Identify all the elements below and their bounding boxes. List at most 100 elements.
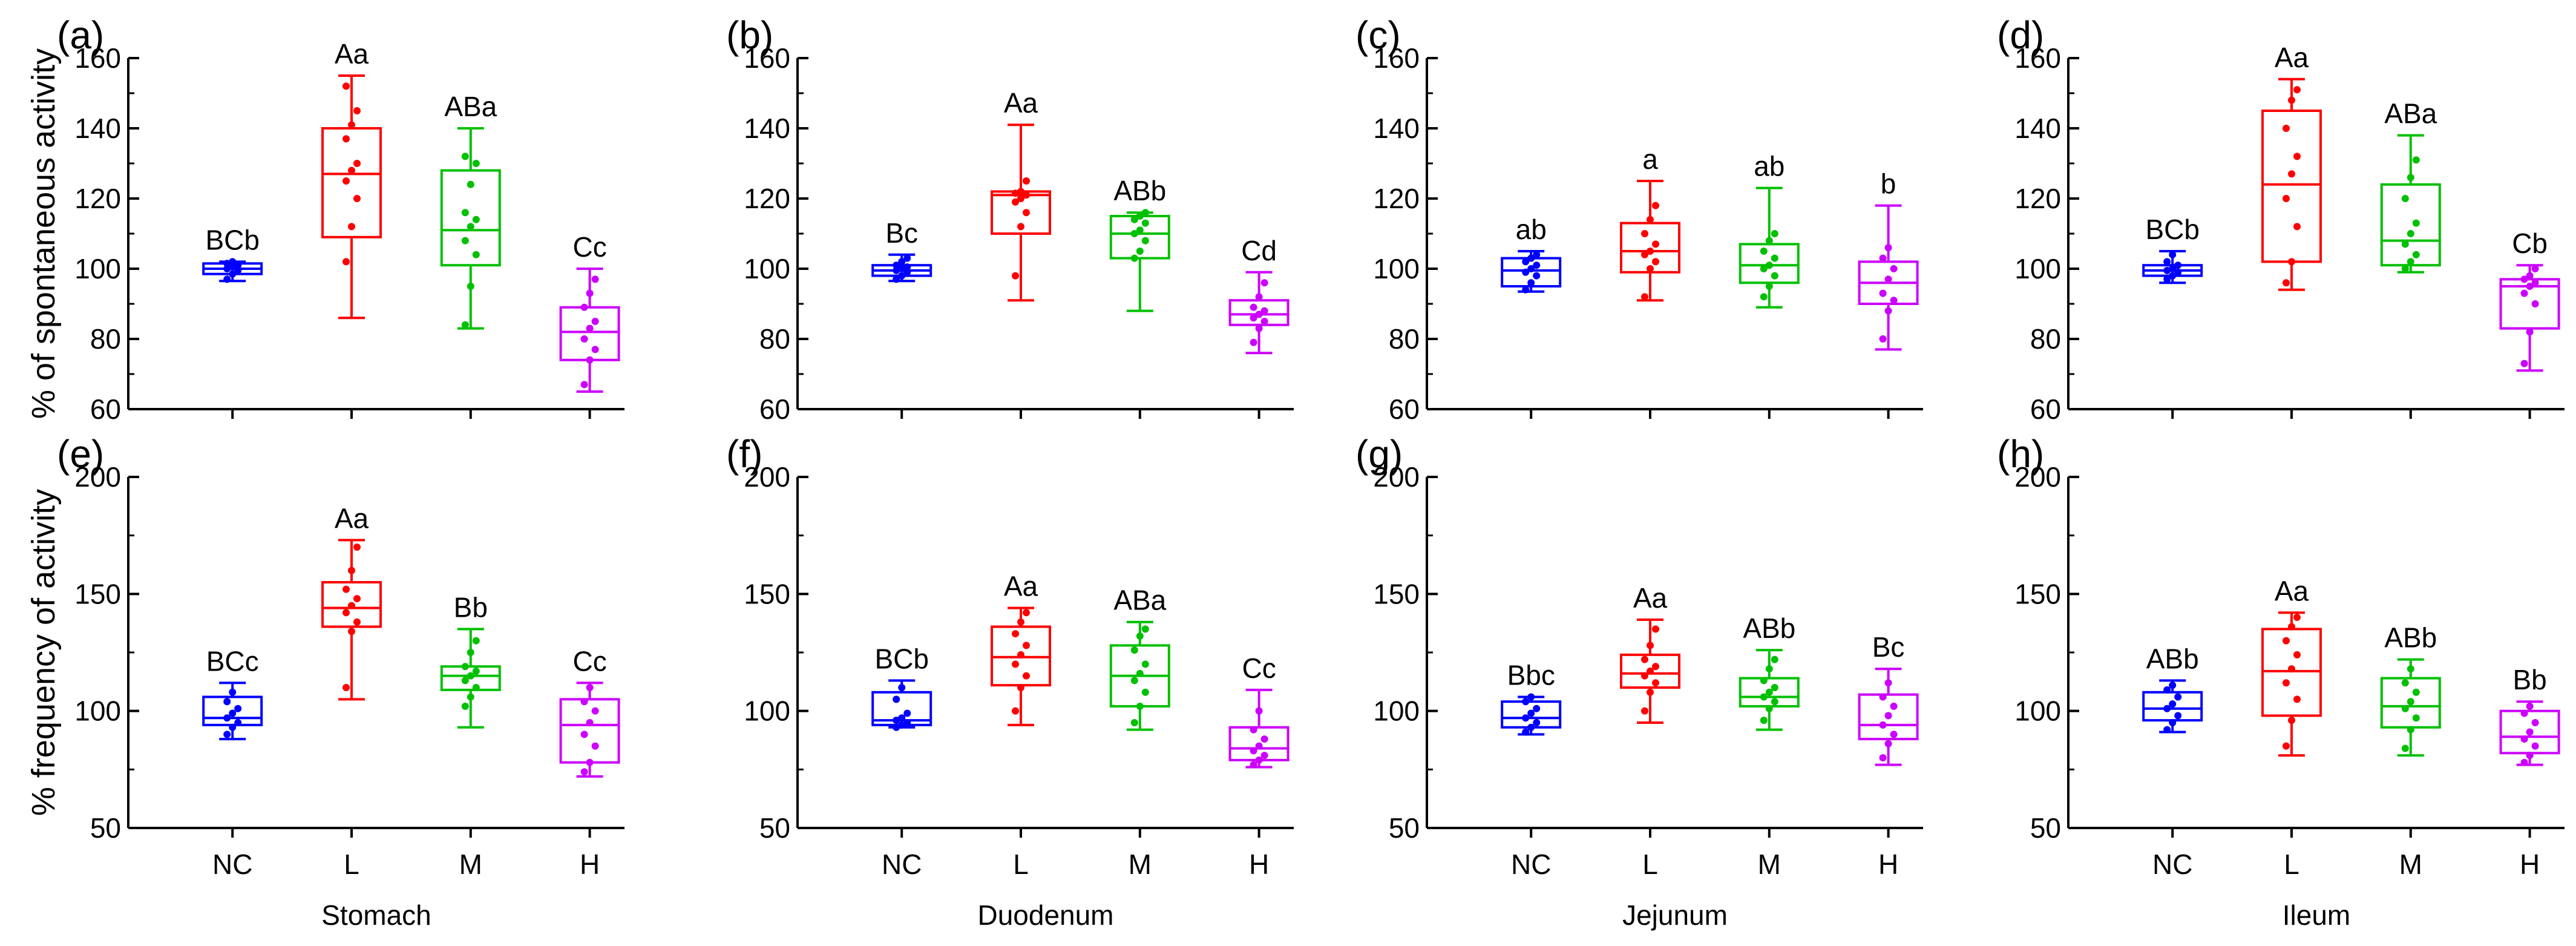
data-point bbox=[1652, 625, 1659, 633]
data-point bbox=[1023, 209, 1030, 217]
data-point bbox=[472, 667, 480, 675]
data-point bbox=[1260, 735, 1268, 743]
data-point bbox=[1130, 677, 1138, 685]
data-point bbox=[467, 693, 474, 701]
y-tick-label: 50 bbox=[1389, 812, 1420, 844]
data-point bbox=[1879, 693, 1887, 701]
data-point bbox=[2526, 272, 2534, 280]
box-iqr bbox=[440, 169, 501, 267]
data-point bbox=[580, 303, 588, 311]
data-point bbox=[2407, 698, 2414, 706]
data-point bbox=[1141, 237, 1149, 245]
panel-b: 60 80 100 120 140 160(b) Bc Aa ABb Cd bbox=[726, 13, 1294, 425]
data-point bbox=[2401, 240, 2409, 248]
y-tick-label: 140 bbox=[74, 113, 121, 144]
data-point bbox=[2174, 261, 2182, 269]
data-point bbox=[2293, 651, 2301, 659]
data-point bbox=[580, 731, 588, 738]
data-point bbox=[2169, 700, 2177, 708]
y-tick-label: 200 bbox=[744, 461, 790, 493]
x-tick-label: M bbox=[2399, 849, 2422, 880]
data-point bbox=[348, 602, 355, 609]
y-tick-label: 60 bbox=[2030, 393, 2061, 425]
data-point bbox=[1652, 202, 1659, 209]
data-point bbox=[223, 260, 231, 268]
data-point bbox=[591, 275, 599, 283]
data-point bbox=[1527, 723, 1535, 731]
box-nc: BCb bbox=[2142, 214, 2203, 419]
data-point bbox=[1255, 293, 1263, 301]
data-point bbox=[2401, 705, 2409, 712]
data-point bbox=[229, 688, 237, 696]
data-point bbox=[2293, 614, 2301, 621]
panel-h: 50 100 150 200(h) Ileum NC ABb L Aa M ABb H Bb bbox=[1997, 432, 2565, 931]
data-point bbox=[2531, 265, 2539, 272]
box-l: L Aa bbox=[2261, 575, 2322, 880]
data-point bbox=[1141, 625, 1149, 633]
panel-e: 50 100 150 200(e) % frequency of activity Sto… bbox=[25, 432, 624, 931]
data-point bbox=[348, 166, 355, 174]
significance-label: Cb bbox=[2512, 228, 2548, 259]
data-point bbox=[1141, 688, 1149, 696]
data-point bbox=[1647, 265, 1654, 272]
panel-label: (h) bbox=[1997, 432, 2044, 476]
box-iqr bbox=[440, 665, 501, 691]
data-point bbox=[472, 251, 480, 258]
panel-label: (d) bbox=[1997, 13, 2044, 57]
significance-label: ABb bbox=[2146, 643, 2199, 674]
data-point bbox=[2288, 170, 2295, 178]
significance-label: ab bbox=[1754, 151, 1785, 182]
box-m: ABa bbox=[440, 91, 501, 419]
data-point bbox=[898, 721, 906, 729]
data-point bbox=[223, 731, 231, 738]
data-point bbox=[2169, 682, 2177, 689]
data-point bbox=[1255, 756, 1263, 764]
data-point bbox=[1890, 297, 1898, 304]
x-tick-label: M bbox=[1129, 849, 1152, 880]
box-m: ABa bbox=[2380, 98, 2441, 419]
data-point bbox=[472, 637, 480, 645]
data-point bbox=[1527, 279, 1535, 287]
data-point bbox=[353, 195, 361, 202]
box-nc: NC BCb bbox=[871, 643, 932, 880]
y-tick-label: 120 bbox=[2014, 183, 2061, 214]
data-point bbox=[223, 275, 231, 283]
box-iqr bbox=[559, 698, 620, 764]
data-point bbox=[342, 82, 350, 90]
data-point bbox=[1260, 318, 1268, 325]
data-point bbox=[903, 719, 911, 726]
x-tick-label: H bbox=[1249, 849, 1269, 880]
significance-label: ABb bbox=[2384, 622, 2437, 654]
data-point bbox=[348, 121, 355, 129]
data-point bbox=[353, 544, 361, 551]
data-point bbox=[1533, 272, 1541, 280]
data-point bbox=[586, 324, 594, 332]
y-tick-label: 200 bbox=[1373, 461, 1420, 493]
data-point bbox=[1652, 240, 1659, 248]
data-point bbox=[1130, 646, 1138, 654]
panel-label: (e) bbox=[57, 432, 104, 476]
data-point bbox=[586, 289, 594, 297]
y-tick-label: 140 bbox=[744, 113, 790, 144]
x-tick-label: M bbox=[459, 849, 482, 880]
box-nc: NC Bbc bbox=[1501, 659, 1562, 880]
box-m: M ABa bbox=[1109, 585, 1170, 880]
data-point bbox=[1890, 265, 1898, 272]
x-tick-label: L bbox=[1642, 849, 1658, 880]
data-point bbox=[2169, 265, 2177, 272]
data-point bbox=[2407, 726, 2414, 734]
data-point bbox=[1023, 609, 1030, 617]
box-l: L Aa bbox=[991, 571, 1051, 880]
data-point bbox=[1136, 669, 1144, 677]
y-tick-label: 120 bbox=[1373, 183, 1420, 214]
significance-label: BCb bbox=[874, 643, 928, 674]
data-point bbox=[2401, 679, 2409, 687]
box-h: H Cc bbox=[559, 645, 620, 880]
x-tick-label: L bbox=[2284, 849, 2299, 880]
y-tick-label: 120 bbox=[74, 183, 121, 214]
data-point bbox=[1884, 307, 1892, 315]
data-point bbox=[1760, 717, 1768, 724]
data-point bbox=[2283, 125, 2290, 132]
data-point bbox=[2293, 223, 2301, 231]
box-iqr bbox=[321, 581, 382, 628]
